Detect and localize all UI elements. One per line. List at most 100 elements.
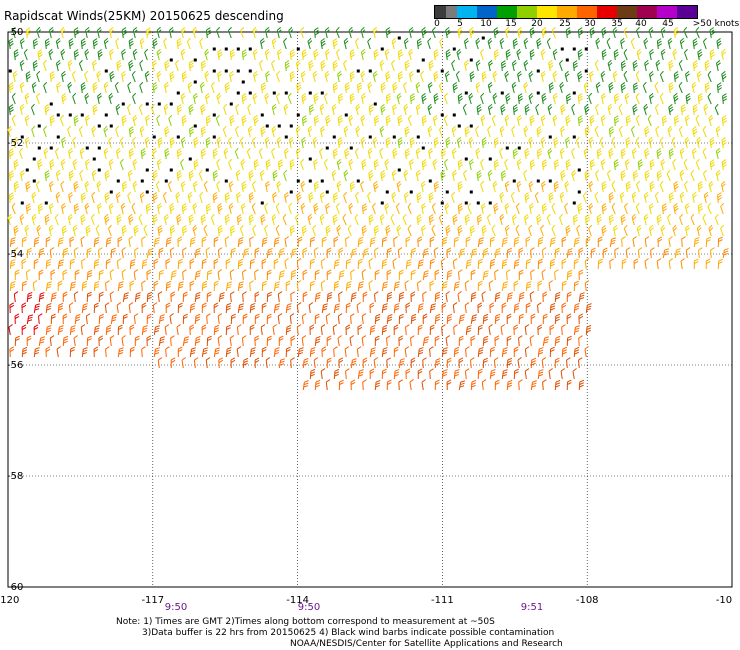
wind-barb: [325, 313, 331, 325]
wind-barb: [721, 159, 727, 171]
wind-barb: [152, 147, 157, 160]
contaminated-barb: [224, 47, 228, 51]
wind-barb: [109, 26, 114, 39]
wind-barb: [601, 27, 607, 39]
wind-barb: [367, 37, 372, 50]
wind-barb: [386, 247, 392, 259]
wind-barb: [235, 169, 241, 182]
wind-barb: [272, 324, 277, 336]
wind-barb: [513, 302, 520, 314]
contaminated-barb: [500, 91, 504, 95]
contaminated-barb: [37, 124, 41, 128]
contaminated-barb: [325, 190, 329, 194]
wind-barb: [692, 38, 698, 50]
wind-barb: [98, 247, 103, 259]
wind-barb: [493, 159, 499, 171]
wind-barb: [295, 59, 301, 72]
wind-barb: [607, 103, 613, 116]
wind-barb: [369, 368, 375, 380]
wind-barb: [326, 247, 332, 259]
wind-barb: [372, 26, 378, 39]
wind-barb: [564, 180, 570, 193]
wind-barb: [33, 324, 39, 336]
wind-barb: [397, 49, 403, 61]
wind-barb: [332, 38, 338, 50]
wind-barb: [193, 357, 199, 369]
wind-barb: [324, 70, 330, 83]
time-labels: 9:50 9:50 9:51: [165, 602, 543, 613]
wind-barb: [489, 236, 495, 248]
wind-barb: [128, 60, 134, 72]
wind-barb: [157, 202, 162, 215]
wind-barb: [121, 49, 126, 61]
wind-barb: [492, 70, 498, 83]
wind-barb: [229, 269, 235, 281]
wind-barb: [489, 258, 496, 270]
wind-barb: [714, 103, 719, 116]
wind-barb: [60, 114, 64, 127]
wind-barb: [8, 148, 14, 160]
wind-barb: [540, 48, 546, 61]
wind-barb: [637, 159, 643, 171]
wind-barb: [349, 93, 355, 105]
wind-barb: [656, 214, 662, 226]
contaminated-barb: [584, 69, 588, 73]
wind-barb: [225, 281, 233, 292]
wind-barb: [649, 92, 654, 105]
wind-barb: [252, 26, 258, 39]
wind-barb: [489, 369, 496, 380]
wind-barb: [585, 303, 592, 314]
wind-barb: [429, 258, 435, 270]
contaminated-barb: [212, 113, 216, 117]
wind-barb: [193, 92, 198, 105]
wind-barb: [57, 259, 64, 270]
wind-barb: [398, 269, 404, 281]
wind-barb: [260, 37, 265, 50]
wind-barb: [158, 314, 165, 325]
wind-barb: [258, 147, 263, 160]
wind-barb: [552, 92, 558, 105]
wind-barb: [228, 136, 233, 149]
wind-barb: [582, 191, 587, 204]
wind-barb: [132, 48, 138, 61]
contaminated-barb: [140, 179, 144, 183]
contaminated-barb: [344, 113, 348, 117]
wind-barb: [692, 104, 698, 116]
wind-barb: [705, 258, 711, 270]
wind-barb: [554, 291, 561, 303]
wind-barb: [465, 325, 472, 336]
wind-barb: [199, 191, 204, 204]
wind-barb: [620, 60, 626, 72]
wind-barb: [530, 357, 537, 369]
wind-barb: [506, 313, 512, 325]
wind-barb: [169, 26, 174, 39]
wind-barb: [91, 191, 96, 204]
wind-barb: [535, 103, 540, 116]
wind-barb: [697, 93, 703, 105]
wind-barb: [121, 27, 127, 39]
wind-barb: [410, 313, 417, 325]
wind-barb: [266, 335, 272, 347]
lon-tick-label: -120: [0, 595, 19, 606]
wind-barb: [518, 269, 524, 281]
wind-barb: [528, 136, 534, 149]
wind-barb: [7, 125, 13, 138]
wind-barb: [393, 324, 399, 336]
wind-barb: [300, 70, 306, 83]
wind-barb: [623, 70, 628, 83]
wind-barb: [289, 159, 295, 171]
wind-barb: [621, 258, 627, 270]
wind-barb: [69, 325, 76, 336]
wind-barb: [84, 92, 90, 105]
wind-barb: [708, 114, 714, 127]
colorbar-label: 5: [457, 19, 463, 29]
wind-barb: [54, 213, 59, 226]
wind-barb: [589, 159, 595, 171]
wind-barb: [36, 26, 42, 39]
wind-barb: [584, 104, 590, 116]
wind-barb: [683, 26, 688, 39]
wind-barb: [323, 92, 328, 105]
wind-barb: [431, 26, 436, 39]
wind-barb: [549, 346, 555, 358]
wind-barb: [320, 324, 326, 336]
